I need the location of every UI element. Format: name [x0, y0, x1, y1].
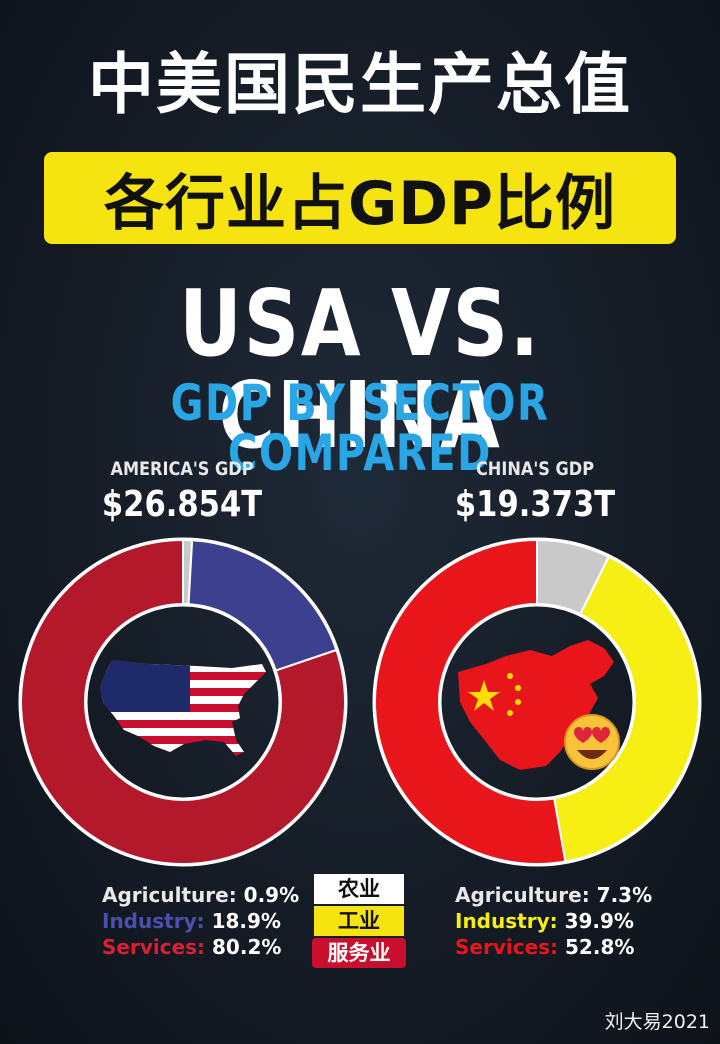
china-donut-inner-ring — [438, 603, 636, 801]
china-industry-value: 39.9% — [564, 909, 634, 933]
watermark: 刘大易2021 — [604, 1011, 710, 1033]
usa-industry-label: Industry: — [102, 909, 205, 933]
usa-industry-value: 18.9% — [211, 909, 281, 933]
china-services-value: 52.8% — [565, 935, 635, 959]
usa-gdp-value: $26.854T — [101, 484, 263, 525]
china-donut-chart — [372, 537, 702, 867]
usa-donut-chart — [18, 537, 348, 867]
subheadline: GDP BY SECTOR COMPARED — [170, 374, 550, 482]
china-donut-outer-ring — [372, 537, 702, 867]
chinese-banner: 各行业占GDP比例 — [44, 152, 676, 244]
usa-agriculture-value: 0.9% — [243, 883, 300, 907]
china-agriculture-value: 7.3% — [596, 883, 653, 907]
usa-agriculture-label: Agriculture: — [102, 883, 237, 907]
china-agriculture-row: Agriculture: 7.3% — [455, 882, 652, 908]
legend-services: 服务业 — [312, 938, 406, 968]
china-stats: Agriculture: 7.3% Industry: 39.9% Servic… — [455, 882, 652, 960]
usa-stats: Agriculture: 0.9% Industry: 18.9% Servic… — [102, 882, 299, 960]
usa-agriculture-row: Agriculture: 0.9% — [102, 882, 299, 908]
usa-services-row: Services: 80.2% — [102, 934, 299, 960]
china-services-label: Services: — [455, 935, 559, 959]
china-gdp-value: $19.373T — [454, 484, 616, 525]
china-agriculture-label: Agriculture: — [455, 883, 590, 907]
headline: USA VS. CHINA — [179, 270, 541, 469]
china-industry-label: Industry: — [455, 909, 558, 933]
chinese-title: 中美国民生产总值 — [88, 46, 632, 123]
usa-services-value: 80.2% — [212, 935, 282, 959]
usa-donut-inner-ring — [84, 603, 282, 801]
usa-industry-row: Industry: 18.9% — [102, 908, 299, 934]
legend-agriculture: 农业 — [314, 874, 404, 904]
usa-donut-outer-ring — [18, 537, 348, 867]
heart-eyes-emoji-icon — [564, 714, 620, 770]
legend-industry: 工业 — [314, 906, 404, 936]
usa-flag-map-icon — [100, 660, 266, 756]
china-flag-map-icon — [458, 640, 614, 770]
china-services-row: Services: 52.8% — [455, 934, 652, 960]
china-industry-row: Industry: 39.9% — [455, 908, 652, 934]
chinese-banner-text: 各行业占GDP比例 — [103, 168, 617, 239]
china-gdp-label: CHINA'S GDP — [475, 458, 595, 480]
usa-gdp-label: AMERICA'S GDP — [110, 458, 254, 480]
usa-services-label: Services: — [102, 935, 206, 959]
